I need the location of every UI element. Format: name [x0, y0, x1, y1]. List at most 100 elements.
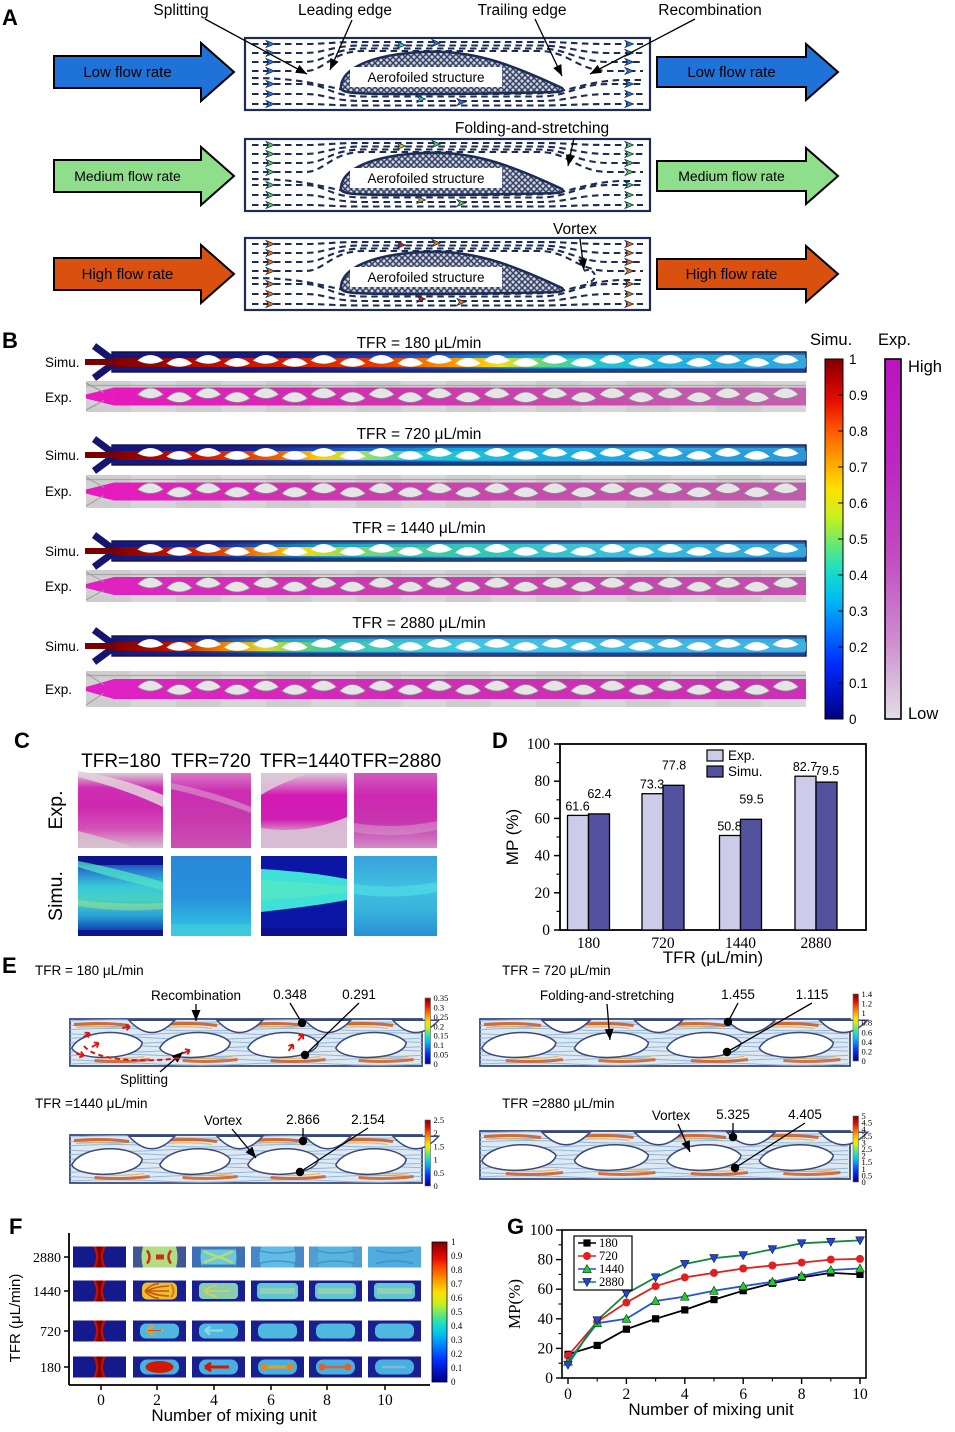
svg-text:0.5: 0.5 — [849, 532, 868, 547]
svg-text:MP(%): MP(%) — [505, 1279, 524, 1329]
svg-text:62.4: 62.4 — [587, 787, 611, 801]
svg-text:Recombination: Recombination — [658, 2, 761, 19]
svg-text:0: 0 — [451, 1377, 456, 1387]
svg-text:TFR = 180 μL/min: TFR = 180 μL/min — [35, 963, 144, 978]
svg-text:TFR = 1440 μL/min: TFR = 1440 μL/min — [352, 520, 485, 537]
svg-text:6: 6 — [739, 1386, 747, 1403]
svg-text:0.05: 0.05 — [434, 1050, 449, 1060]
svg-text:TFR = 2880 μL/min: TFR = 2880 μL/min — [352, 615, 485, 632]
svg-text:720: 720 — [599, 1249, 618, 1263]
svg-text:Low: Low — [908, 705, 938, 723]
svg-text:8: 8 — [323, 1392, 331, 1409]
svg-text:Leading edge: Leading edge — [298, 2, 392, 19]
svg-text:6: 6 — [267, 1392, 275, 1409]
svg-text:1: 1 — [862, 1164, 866, 1174]
svg-text:Low flow rate: Low flow rate — [687, 64, 775, 81]
svg-text:Simu.: Simu. — [45, 639, 80, 654]
svg-text:TFR=2880: TFR=2880 — [351, 751, 441, 772]
svg-text:0.3: 0.3 — [451, 1335, 463, 1345]
svg-text:0.1: 0.1 — [434, 1040, 445, 1050]
svg-text:0: 0 — [545, 1370, 553, 1387]
svg-text:0.9: 0.9 — [451, 1251, 463, 1261]
svg-text:Simu.: Simu. — [728, 764, 763, 779]
svg-text:3: 3 — [862, 1137, 866, 1147]
svg-text:Folding-and-stretching: Folding-and-stretching — [540, 988, 674, 1003]
svg-text:40: 40 — [535, 848, 551, 865]
svg-text:1440: 1440 — [725, 935, 756, 952]
svg-text:TFR (μL/min): TFR (μL/min) — [663, 948, 763, 967]
svg-text:0.8: 0.8 — [451, 1265, 463, 1275]
svg-text:1.455: 1.455 — [721, 987, 755, 1002]
svg-text:G: G — [507, 1214, 524, 1239]
svg-text:Simu.: Simu. — [45, 544, 80, 559]
svg-text:TFR =1440 μL/min: TFR =1440 μL/min — [35, 1096, 147, 1111]
svg-text:0.1: 0.1 — [451, 1363, 462, 1373]
svg-text:8: 8 — [798, 1386, 806, 1403]
svg-text:0.8: 0.8 — [849, 424, 868, 439]
svg-text:61.6: 61.6 — [565, 799, 589, 813]
svg-text:0.2: 0.2 — [434, 1021, 445, 1031]
svg-text:D: D — [492, 728, 508, 753]
svg-text:Simu.: Simu. — [45, 355, 80, 370]
svg-text:0.35: 0.35 — [434, 993, 449, 1003]
svg-text:Aerofoiled structure: Aerofoiled structure — [367, 70, 484, 85]
svg-text:0.6: 0.6 — [862, 1027, 873, 1037]
svg-text:Splitting: Splitting — [120, 1072, 168, 1087]
svg-text:2880: 2880 — [801, 935, 832, 952]
svg-text:73.3: 73.3 — [640, 778, 664, 792]
svg-text:2: 2 — [434, 1128, 438, 1138]
svg-text:TFR=720: TFR=720 — [171, 751, 251, 772]
svg-text:20: 20 — [538, 1340, 554, 1357]
svg-text:0.1: 0.1 — [849, 676, 868, 691]
svg-text:2880: 2880 — [599, 1275, 624, 1289]
svg-text:High flow rate: High flow rate — [82, 266, 174, 283]
svg-text:Exp.: Exp. — [728, 748, 755, 763]
svg-text:80: 80 — [538, 1252, 554, 1269]
svg-text:82.7: 82.7 — [793, 760, 817, 774]
svg-text:0: 0 — [862, 1177, 866, 1187]
svg-text:4.405: 4.405 — [788, 1107, 822, 1122]
svg-text:TFR =2880 μL/min: TFR =2880 μL/min — [502, 1096, 614, 1111]
svg-text:1: 1 — [434, 1155, 438, 1165]
svg-text:4: 4 — [681, 1386, 689, 1403]
svg-text:0.25: 0.25 — [434, 1012, 449, 1022]
svg-text:2.5: 2.5 — [862, 1144, 873, 1154]
svg-text:720: 720 — [40, 1325, 61, 1340]
svg-text:2: 2 — [623, 1386, 631, 1403]
svg-text:TFR (μL/min): TFR (μL/min) — [7, 1274, 24, 1363]
svg-text:0.15: 0.15 — [434, 1031, 449, 1041]
svg-text:0: 0 — [564, 1386, 572, 1403]
svg-text:TFR = 720 μL/min: TFR = 720 μL/min — [502, 963, 611, 978]
svg-text:0.4: 0.4 — [849, 568, 868, 583]
svg-text:0.8: 0.8 — [862, 1018, 873, 1028]
svg-text:0.2: 0.2 — [451, 1349, 462, 1359]
svg-text:Exp.: Exp. — [45, 484, 72, 499]
svg-text:Number of mixing unit: Number of mixing unit — [628, 1400, 794, 1419]
svg-text:1.115: 1.115 — [796, 987, 829, 1002]
svg-text:2.5: 2.5 — [434, 1115, 445, 1125]
svg-text:1.2: 1.2 — [862, 999, 873, 1009]
svg-text:1.5: 1.5 — [434, 1141, 445, 1151]
svg-text:0: 0 — [97, 1392, 105, 1409]
svg-text:Vortex: Vortex — [652, 1108, 691, 1123]
svg-text:2: 2 — [153, 1392, 161, 1409]
svg-text:0.3: 0.3 — [849, 604, 868, 619]
svg-text:Recombination: Recombination — [151, 988, 241, 1003]
svg-text:Vortex: Vortex — [204, 1113, 243, 1128]
svg-text:0.7: 0.7 — [451, 1279, 463, 1289]
svg-text:0: 0 — [434, 1181, 438, 1191]
svg-text:Simu.: Simu. — [810, 331, 852, 349]
svg-text:1: 1 — [862, 1008, 866, 1018]
svg-text:1440: 1440 — [33, 1285, 61, 1300]
svg-text:0: 0 — [849, 712, 857, 727]
svg-text:59.5: 59.5 — [739, 792, 763, 806]
svg-text:High flow rate: High flow rate — [686, 266, 778, 283]
svg-text:0.6: 0.6 — [849, 496, 868, 511]
svg-text:0: 0 — [862, 1056, 866, 1066]
svg-text:0.5: 0.5 — [862, 1170, 873, 1180]
svg-text:0: 0 — [434, 1059, 438, 1069]
svg-text:Exp.: Exp. — [45, 579, 72, 594]
svg-text:0.6: 0.6 — [451, 1293, 463, 1303]
svg-text:Aerofoiled structure: Aerofoiled structure — [367, 270, 484, 285]
svg-text:Splitting: Splitting — [153, 2, 208, 19]
